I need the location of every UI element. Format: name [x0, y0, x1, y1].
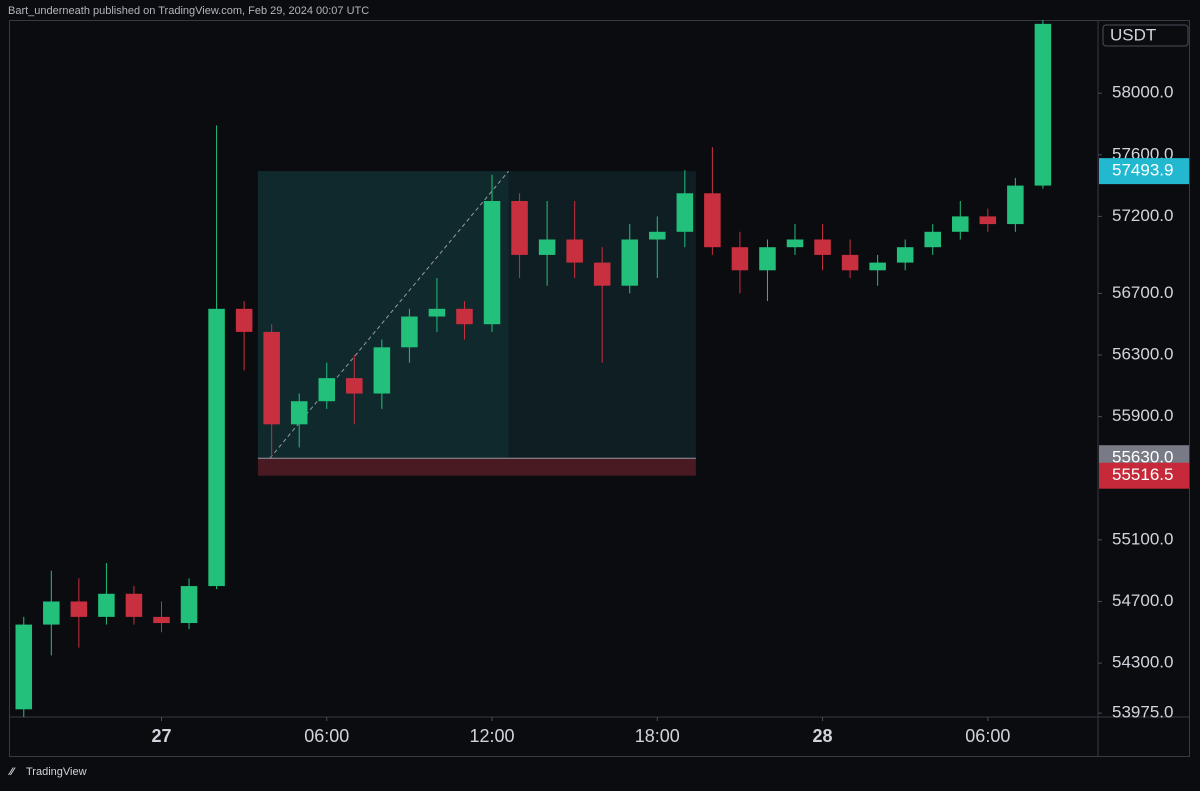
candle-body	[621, 239, 639, 286]
y-tick-label: 55100.0	[1112, 529, 1173, 548]
candle-body	[814, 239, 831, 255]
candle-body	[70, 601, 88, 617]
candle-body	[924, 231, 941, 248]
candle-body	[566, 239, 583, 263]
currency-box	[1102, 24, 1189, 47]
candle-body	[593, 262, 611, 286]
plot	[15, 20, 1052, 717]
x-tick-label: 27	[151, 726, 171, 746]
candle-body	[483, 200, 501, 325]
price-badge-label: 55516.5	[1112, 465, 1173, 484]
candle-body	[979, 216, 997, 225]
candle-body	[180, 586, 198, 624]
candle-body	[290, 401, 308, 425]
candle-body	[263, 331, 280, 425]
y-tick-label: 55900.0	[1112, 406, 1173, 425]
candle-body	[1007, 185, 1024, 225]
candle-body	[208, 308, 225, 587]
x-tick-label: 06:00	[965, 726, 1010, 746]
candle-body	[98, 593, 115, 617]
x-tick-label: 12:00	[470, 726, 515, 746]
y-tick-label: 57200.0	[1112, 206, 1173, 225]
candle-body	[1034, 23, 1052, 186]
candle-body	[649, 231, 666, 240]
y-tick-label: 56700.0	[1112, 283, 1173, 302]
candle-body	[952, 216, 969, 232]
candle-body	[869, 262, 886, 271]
candle-body	[153, 616, 170, 624]
header: Bart_underneath published on TradingView…	[8, 5, 369, 17]
candle-body	[346, 378, 363, 394]
footer: TradingView	[26, 766, 87, 778]
loss-zone	[257, 458, 696, 476]
candle-body	[896, 247, 914, 263]
price-badge	[1099, 158, 1189, 185]
candle-body	[125, 593, 143, 617]
currency: USDT	[1110, 25, 1156, 44]
y-tick-label: 54300.0	[1112, 653, 1173, 672]
candle-body	[704, 193, 721, 248]
candle-body	[511, 200, 528, 255]
candle-body	[786, 239, 804, 248]
candle-body	[538, 239, 556, 255]
x-tick-label: 28	[813, 726, 833, 746]
price-badge	[1099, 462, 1189, 489]
candle-body	[235, 308, 253, 332]
candle-body	[759, 247, 776, 271]
price-badge-label: 57493.9	[1112, 161, 1173, 180]
candle-body	[15, 624, 33, 710]
candle-body	[841, 254, 859, 271]
candle-body	[401, 316, 418, 348]
y-tick-label: 54700.0	[1112, 591, 1173, 610]
candle-body	[373, 347, 391, 394]
candle-body	[731, 247, 749, 271]
candle-body	[676, 193, 694, 232]
y-tick-label: 58000.0	[1112, 83, 1173, 102]
trade-path	[269, 170, 509, 459]
logo-mark: ⁄⁄	[7, 766, 16, 778]
y-tick-label: 56300.0	[1112, 345, 1173, 364]
candle-body	[43, 601, 60, 625]
x-tick-label: 18:00	[635, 726, 680, 746]
candle-body	[318, 378, 336, 402]
price-badge-label: 55630.0	[1112, 448, 1173, 467]
candle-body	[456, 308, 473, 325]
candle-body	[428, 308, 446, 317]
x-tick-label: 06:00	[304, 726, 349, 746]
y-tick-label: 53975.0	[1112, 703, 1173, 722]
